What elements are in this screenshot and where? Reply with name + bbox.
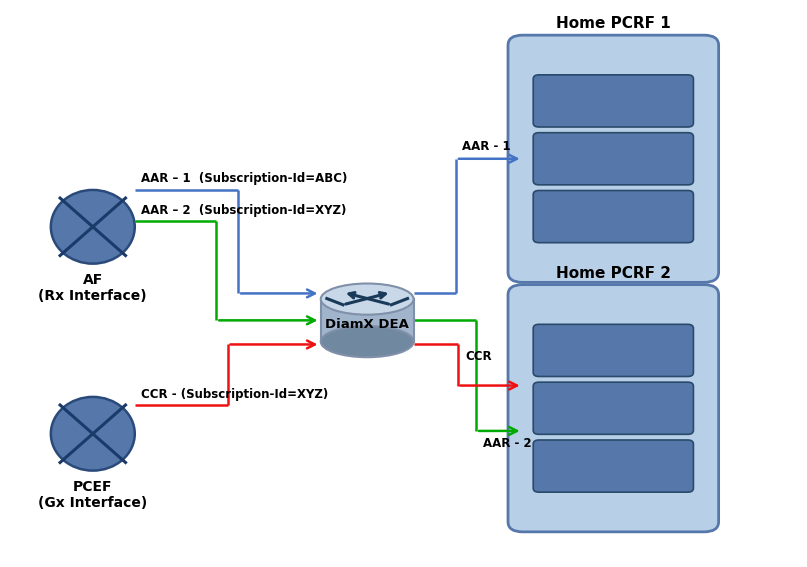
FancyBboxPatch shape	[533, 191, 693, 243]
FancyBboxPatch shape	[321, 299, 414, 341]
Ellipse shape	[321, 326, 413, 357]
FancyBboxPatch shape	[533, 382, 693, 434]
Text: AF
(Rx Interface): AF (Rx Interface)	[39, 273, 147, 303]
FancyBboxPatch shape	[533, 133, 693, 185]
Text: AAR - 1: AAR - 1	[462, 140, 511, 153]
FancyBboxPatch shape	[508, 35, 718, 282]
Text: AAR - 2: AAR - 2	[483, 437, 531, 450]
Text: CCR: CCR	[466, 350, 492, 363]
Ellipse shape	[51, 397, 135, 471]
Text: Home PCRF 1: Home PCRF 1	[556, 16, 671, 31]
FancyBboxPatch shape	[533, 75, 693, 127]
Text: AAR – 2  (Subscription-Id=XYZ): AAR – 2 (Subscription-Id=XYZ)	[141, 204, 346, 217]
FancyBboxPatch shape	[533, 440, 693, 492]
FancyBboxPatch shape	[533, 324, 693, 376]
Text: DiamX DEA: DiamX DEA	[325, 319, 409, 331]
Text: Home PCRF 2: Home PCRF 2	[556, 266, 671, 281]
Ellipse shape	[51, 190, 135, 264]
FancyBboxPatch shape	[508, 285, 718, 532]
Text: AAR – 1  (Subscription-Id=ABC): AAR – 1 (Subscription-Id=ABC)	[141, 172, 348, 185]
Text: CCR - (Subscription-Id=XYZ): CCR - (Subscription-Id=XYZ)	[141, 388, 328, 401]
Ellipse shape	[321, 284, 413, 315]
Text: PCEF
(Gx Interface): PCEF (Gx Interface)	[38, 480, 148, 510]
